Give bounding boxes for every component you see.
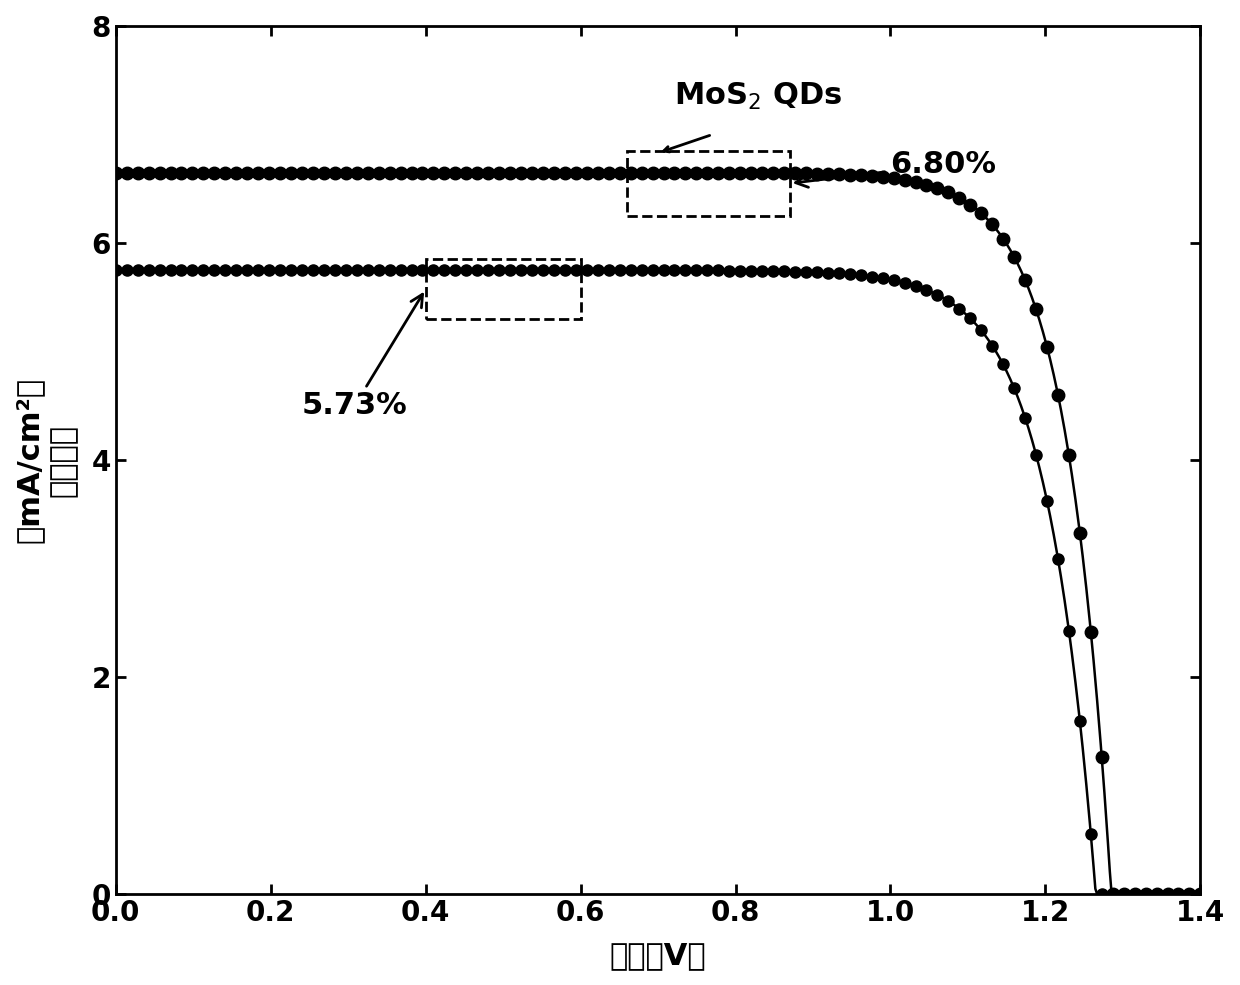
Bar (627, 151, 790, 216)
Y-axis label: （mA/cm²）
电流密度: （mA/cm²） 电流密度 (15, 377, 78, 543)
X-axis label: 电压（V）: 电压（V） (610, 941, 707, 970)
Bar (425, 259, 580, 319)
Text: 5.73%: 5.73% (301, 295, 423, 421)
Text: MoS$_2$ QDs: MoS$_2$ QDs (673, 81, 842, 112)
Text: 6.80%: 6.80% (796, 151, 997, 187)
